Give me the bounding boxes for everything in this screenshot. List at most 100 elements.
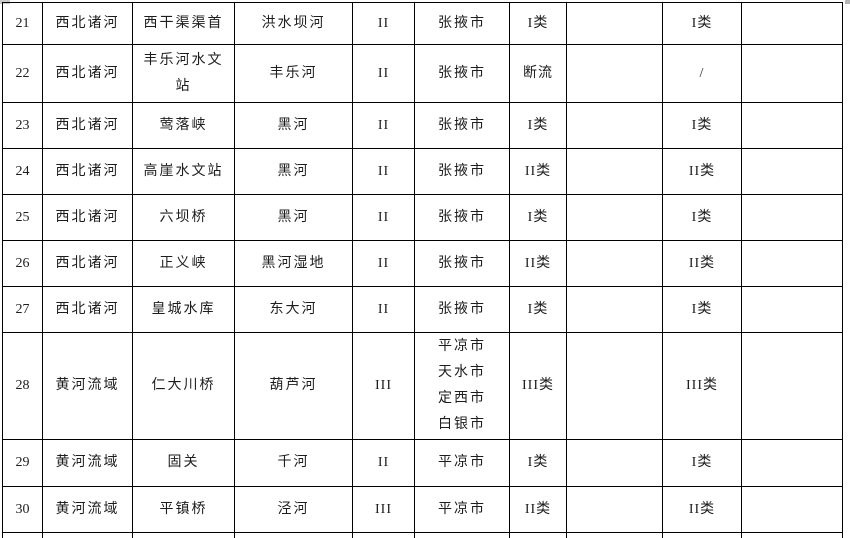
cell-blank-a [566, 2, 663, 45]
cell-section-name: 正义峡 [132, 240, 235, 287]
cell-section-name: 六坝桥 [132, 194, 235, 241]
cell-blank-b [741, 44, 843, 103]
cell-class-a: I类 [509, 439, 567, 487]
cell-river-basin: 西北诸河 [42, 2, 133, 45]
table-row: 21 西北诸河 西干渠渠首 洪水坝河 II 张掖市 I类 I类 [2, 2, 843, 45]
cell-blank-a [566, 148, 663, 195]
cell-city: 张掖市 [414, 286, 510, 333]
cell-serial-number: 30 [2, 486, 43, 533]
cell-city: 平凉市 [414, 486, 510, 533]
cell-river-basin: 黄河流域 [42, 332, 133, 440]
page-corner-artifact-right [845, 0, 850, 4]
cell-river-basin: 西北诸河 [42, 148, 133, 195]
cell-river-name: 葫芦河 [234, 332, 353, 440]
cell-class-a: I类 [509, 194, 567, 241]
cell-target-class: II [352, 240, 415, 287]
cell-city: 平凉市 天水市 定西市 白银市 [414, 332, 510, 440]
cell-class-b [662, 532, 742, 538]
table-row: 26 西北诸河 正义峡 黑河湿地 II 张掖市 II类 II类 [2, 240, 843, 287]
cell-class-a: III类 [509, 332, 567, 440]
cell-river-basin [42, 532, 133, 538]
cell-river-basin: 西北诸河 [42, 102, 133, 149]
cell-river-name: 黑河 [234, 194, 353, 241]
cell-class-b: III类 [662, 332, 742, 440]
cell-river-basin: 西北诸河 [42, 194, 133, 241]
cell-class-b: I类 [662, 102, 742, 149]
cell-class-b: I类 [662, 439, 742, 487]
cell-blank-b [741, 332, 843, 440]
cell-river-basin: 西北诸河 [42, 240, 133, 287]
cell-serial-number: 29 [2, 439, 43, 487]
cell-blank-a [566, 532, 663, 538]
cell-target-class [352, 532, 415, 538]
cell-city: 张掖市 [414, 102, 510, 149]
cell-city: 张掖市 [414, 240, 510, 287]
cell-river-basin: 黄河流域 [42, 439, 133, 487]
table-row: 25 西北诸河 六坝桥 黑河 II 张掖市 I类 I类 [2, 194, 843, 241]
table-row [2, 532, 843, 538]
cell-city: 张掖市 [414, 148, 510, 195]
cell-target-class: II [352, 102, 415, 149]
cell-serial-number: 23 [2, 102, 43, 149]
cell-target-class: II [352, 148, 415, 195]
cell-section-name: 固关 [132, 439, 235, 487]
cell-section-name: 丰乐河水文 站 [132, 44, 235, 103]
cell-blank-a [566, 102, 663, 149]
cell-class-a: I类 [509, 102, 567, 149]
cell-target-class: II [352, 286, 415, 333]
cell-class-a: II类 [509, 148, 567, 195]
cell-blank-a [566, 332, 663, 440]
cell-class-a: I类 [509, 2, 567, 45]
table-row: 30 黄河流域 平镇桥 泾河 III 平凉市 II类 II类 [2, 486, 843, 533]
cell-river-name: 黑河 [234, 102, 353, 149]
cell-city: 张掖市 [414, 44, 510, 103]
cell-river-name: 东大河 [234, 286, 353, 333]
cell-target-class: II [352, 439, 415, 487]
cell-blank-b [741, 439, 843, 487]
cell-blank-b [741, 532, 843, 538]
cell-class-b: II类 [662, 486, 742, 533]
cell-section-name: 平镇桥 [132, 486, 235, 533]
cell-river-name: 洪水坝河 [234, 2, 353, 45]
cell-blank-b [741, 2, 843, 45]
cell-serial-number: 24 [2, 148, 43, 195]
cell-blank-b [741, 102, 843, 149]
cell-blank-b [741, 194, 843, 241]
cell-class-a: II类 [509, 486, 567, 533]
cell-class-a: I类 [509, 286, 567, 333]
cell-section-name: 西干渠渠首 [132, 2, 235, 45]
cell-section-name: 莺落峡 [132, 102, 235, 149]
cell-class-a: II类 [509, 240, 567, 287]
cell-serial-number: 27 [2, 286, 43, 333]
cell-river-name: 丰乐河 [234, 44, 353, 103]
table-row: 23 西北诸河 莺落峡 黑河 II 张掖市 I类 I类 [2, 102, 843, 149]
cell-river-name: 泾河 [234, 486, 353, 533]
cell-blank-a [566, 439, 663, 487]
cell-target-class: III [352, 332, 415, 440]
cell-class-a [509, 532, 567, 538]
cell-blank-b [741, 240, 843, 287]
cell-river-basin: 黄河流域 [42, 486, 133, 533]
cell-river-basin: 西北诸河 [42, 44, 133, 103]
cell-class-b: II类 [662, 148, 742, 195]
cell-city: 张掖市 [414, 2, 510, 45]
cell-city: 平凉市 [414, 439, 510, 487]
table-row: 28 黄河流域 仁大川桥 葫芦河 III 平凉市 天水市 定西市 白银市 III类 III类 [2, 332, 843, 440]
cell-serial-number: 21 [2, 2, 43, 45]
cell-blank-b [741, 286, 843, 333]
cell-class-b: II类 [662, 240, 742, 287]
cell-section-name [132, 532, 235, 538]
cell-blank-b [741, 486, 843, 533]
cell-city: 张掖市 [414, 194, 510, 241]
cell-target-class: II [352, 2, 415, 45]
cell-blank-b [741, 148, 843, 195]
cell-serial-number: 25 [2, 194, 43, 241]
cell-serial-number: 28 [2, 332, 43, 440]
cell-class-b: I类 [662, 2, 742, 45]
cell-blank-a [566, 486, 663, 533]
cell-class-b: I类 [662, 286, 742, 333]
cell-river-name: 黑河 [234, 148, 353, 195]
cell-blank-a [566, 240, 663, 287]
